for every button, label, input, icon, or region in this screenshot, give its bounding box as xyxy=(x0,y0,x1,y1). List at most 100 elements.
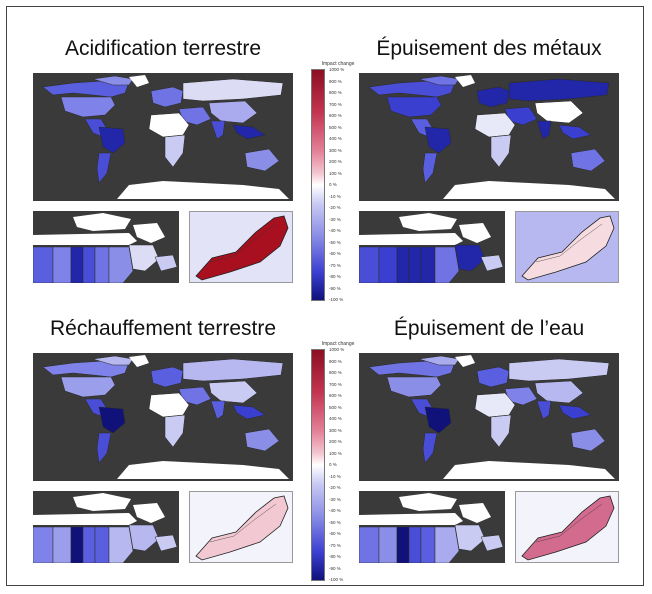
province xyxy=(70,526,84,563)
legend-tick-label: -80 % xyxy=(329,554,341,559)
legend-tick-label: 700 % xyxy=(329,381,342,387)
map-panel: Réchauffement terrestre xyxy=(33,317,293,567)
legend-tick-label: 0 % xyxy=(329,182,337,187)
country-au xyxy=(570,428,606,452)
province xyxy=(434,526,460,563)
legend-tick-label: 500 % xyxy=(329,124,342,130)
legend-tick-label: 1000 % xyxy=(329,67,345,72)
legend-tick-label: 500 % xyxy=(329,404,342,410)
country-in xyxy=(536,400,552,420)
legend-tick-label: -30 % xyxy=(329,496,341,502)
legend-tick-label: 100 % xyxy=(329,450,342,456)
country-afs xyxy=(164,134,186,168)
country-sa xyxy=(422,432,438,464)
legend-colorbar xyxy=(311,69,325,301)
legend-tick-label: -40 % xyxy=(329,508,341,513)
legend-tick-label: -70 % xyxy=(329,262,341,268)
baffin-island xyxy=(459,503,491,523)
legend-tick-label: -90 % xyxy=(329,285,341,291)
legend-tick-label: 900 % xyxy=(329,78,342,84)
province xyxy=(359,526,380,563)
panel-title: Épuisement de l’eau xyxy=(393,317,585,340)
inset-outline xyxy=(209,503,277,543)
province xyxy=(420,526,436,563)
world-map xyxy=(359,73,619,201)
province xyxy=(70,246,84,283)
color-legend: Impact change 1000 % 900 % 800 % 700 % 600 %… xyxy=(309,341,367,587)
legend-tick-label: 700 % xyxy=(329,101,342,107)
legend-tick-label: -20 % xyxy=(329,205,341,210)
quebec-map xyxy=(515,491,619,563)
legend-tick-label: 400 % xyxy=(329,416,342,421)
legend-tick-label: -20 % xyxy=(329,485,341,490)
antarctica xyxy=(117,461,289,479)
province xyxy=(33,526,54,563)
legend-tick-label: 600 % xyxy=(329,113,342,118)
panel-title: Acidification terrestre xyxy=(64,37,262,60)
arctic-band xyxy=(359,233,463,245)
legend-tick-label: -50 % xyxy=(329,239,341,245)
province xyxy=(378,246,398,283)
province xyxy=(154,254,178,272)
country-sa xyxy=(422,152,438,184)
country-sea xyxy=(232,124,266,140)
country-na xyxy=(368,80,455,98)
province xyxy=(128,524,160,552)
country-afs xyxy=(490,414,512,448)
country-cn xyxy=(534,100,584,124)
province xyxy=(396,526,410,563)
antarctica xyxy=(443,461,615,479)
country-eu xyxy=(150,366,184,388)
inset-outline xyxy=(535,223,603,263)
country-na xyxy=(368,360,455,378)
country-br xyxy=(424,126,452,154)
province xyxy=(52,246,72,283)
province xyxy=(128,244,160,272)
legend-tick-label: -70 % xyxy=(329,542,341,548)
legend-tick-label: -100 % xyxy=(329,297,344,302)
country-ca xyxy=(418,355,460,366)
country-eu xyxy=(150,86,184,108)
canada-map xyxy=(33,491,179,563)
canada-map xyxy=(33,211,179,283)
figure-frame: Acidification terrestre Épuisement des m… xyxy=(6,6,644,586)
country-us xyxy=(386,376,442,398)
legend-tick-label: 800 % xyxy=(329,370,342,375)
baffin-island xyxy=(459,223,491,243)
province xyxy=(454,524,486,552)
legend-colorbar xyxy=(311,349,325,581)
world-map xyxy=(33,353,293,481)
quebec-map xyxy=(189,491,293,563)
arctic-band xyxy=(359,513,463,525)
country-au xyxy=(244,428,280,452)
country-ca xyxy=(92,355,134,366)
panel-title: Épuisement des métaux xyxy=(376,37,602,60)
arctic-islands xyxy=(399,493,457,511)
country-br xyxy=(424,406,452,434)
legend-title: Impact change xyxy=(321,61,355,67)
country-in xyxy=(210,120,226,140)
quebec-map xyxy=(515,211,619,283)
province xyxy=(94,526,110,563)
province xyxy=(154,534,178,552)
canada-map xyxy=(359,491,505,563)
greenland xyxy=(455,355,475,367)
legend-tick-label: 300 % xyxy=(329,427,342,433)
province xyxy=(396,246,410,283)
country-au xyxy=(244,148,280,172)
country-sea xyxy=(558,124,592,140)
legend-tick-label: 200 % xyxy=(329,159,342,164)
antarctica xyxy=(443,181,615,199)
legend-tick-label: -60 % xyxy=(329,251,341,256)
arctic-islands xyxy=(399,213,457,231)
country-in xyxy=(536,120,552,140)
country-ca xyxy=(418,75,460,86)
province xyxy=(378,526,398,563)
world-map xyxy=(33,73,293,201)
province xyxy=(94,246,110,283)
country-sea xyxy=(232,404,266,420)
province xyxy=(434,246,460,283)
province xyxy=(82,246,96,283)
province xyxy=(52,526,72,563)
legend-tick-label: 1000 % xyxy=(329,347,345,352)
